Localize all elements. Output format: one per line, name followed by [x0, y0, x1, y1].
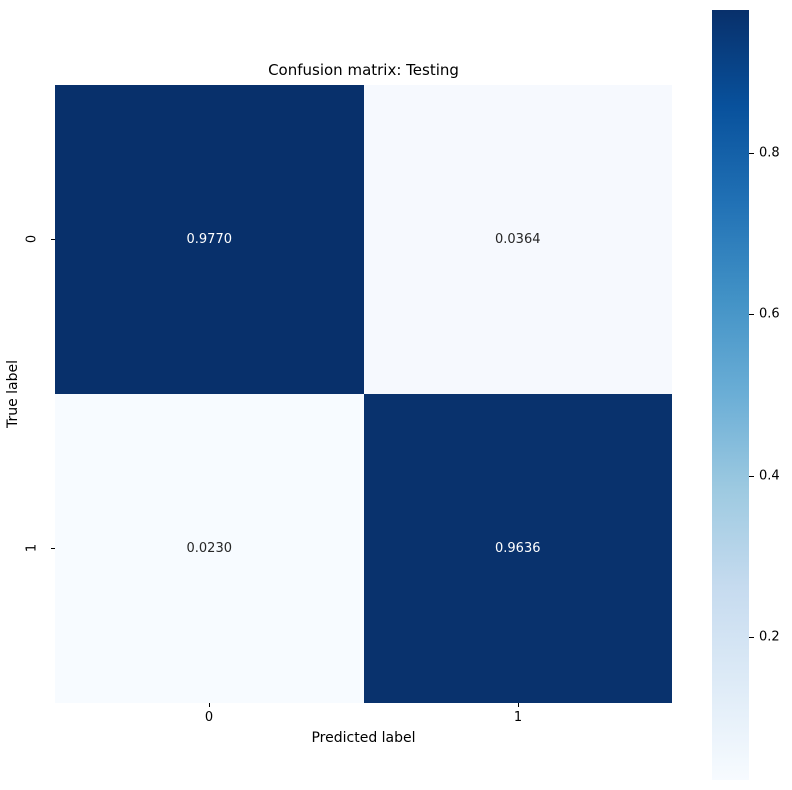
colorbar-tick-label-0.6: 0.6	[759, 306, 780, 322]
heatmap-cell-true1-pred0: 0.0230	[55, 394, 364, 703]
y-tick-mark-1	[51, 548, 55, 549]
cell-annotation: 0.0364	[495, 232, 541, 247]
colorbar-tick-mark-0.6	[749, 314, 754, 315]
colorbar-tick-label-0.2: 0.2	[759, 629, 780, 645]
y-tick-label-1: 1	[24, 543, 40, 553]
chart-title: Confusion matrix: Testing	[268, 61, 459, 79]
y-tick-label-0: 0	[24, 234, 40, 244]
y-axis-label: True label	[5, 359, 21, 429]
colorbar-tick-mark-0.8	[749, 153, 754, 154]
colorbar-tick-label-0.4: 0.4	[759, 468, 780, 484]
colorbar-gradient	[712, 10, 749, 780]
cell-annotation: 0.0230	[186, 541, 233, 556]
x-tick-mark-0	[209, 703, 210, 707]
cell-annotation: 0.9636	[495, 541, 541, 556]
cell-annotation: 0.9770	[186, 232, 233, 247]
colorbar-tick-mark-0.4	[749, 476, 754, 477]
heatmap-cell-true0-pred1: 0.0364	[363, 85, 672, 394]
x-tick-label-1: 1	[513, 710, 523, 725]
y-tick-mark-0	[51, 239, 55, 240]
heatmap: 0.9770 0.0364 0.0230 0.9636	[55, 85, 672, 703]
heatmap-cell-true0-pred0: 0.9770	[55, 85, 364, 394]
x-axis-label: Predicted label	[311, 730, 416, 746]
colorbar-tick-mark-0.2	[749, 637, 754, 638]
heatmap-cell-true1-pred1: 0.9636	[363, 394, 672, 703]
colorbar-tick-label-0.8: 0.8	[759, 145, 780, 161]
x-tick-mark-1	[518, 703, 519, 707]
x-tick-label-0: 0	[204, 710, 214, 725]
